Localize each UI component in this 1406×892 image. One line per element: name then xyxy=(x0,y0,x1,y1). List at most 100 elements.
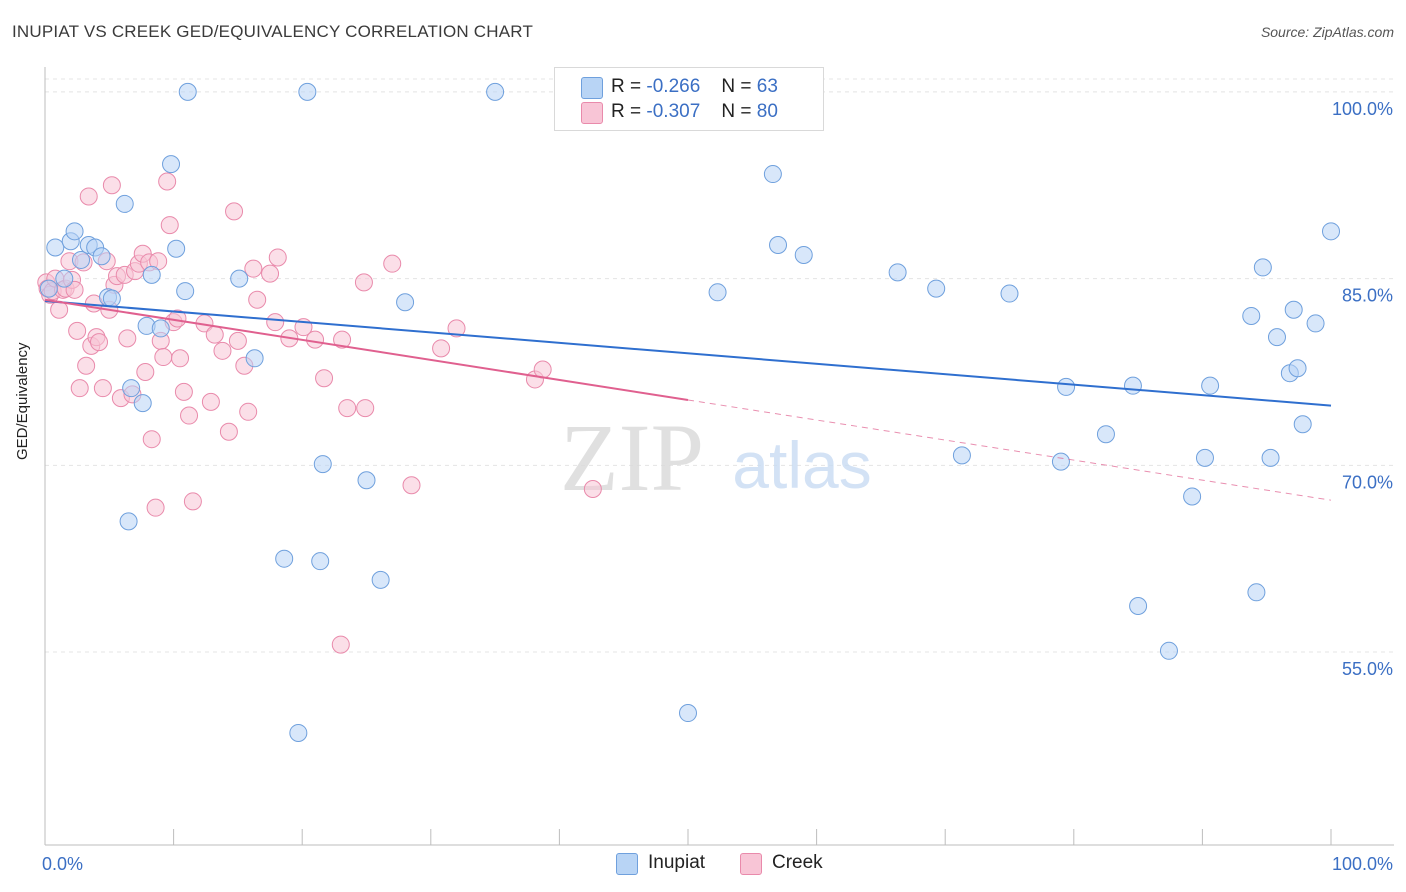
inupiat-point xyxy=(888,263,907,282)
inupiat-point xyxy=(1096,425,1115,444)
inupiat-n-value: 63 xyxy=(756,76,778,97)
inupiat-point xyxy=(72,250,91,269)
inupiat-point xyxy=(1123,376,1142,395)
creek-point xyxy=(70,379,89,398)
inupiat-point xyxy=(133,394,152,413)
inupiat-point xyxy=(1253,258,1272,277)
inupiat-point xyxy=(39,279,58,298)
inupiat-point xyxy=(1306,314,1325,333)
legend-creek-text: R = -0.307 N = 80 xyxy=(611,101,778,123)
inupiat-point xyxy=(357,471,376,490)
inupiat-point xyxy=(178,82,197,101)
inupiat-legend-label: Inupiat xyxy=(648,852,706,873)
creek-point xyxy=(183,492,202,511)
inupiat-point xyxy=(371,570,390,589)
inupiat-point xyxy=(1201,376,1220,395)
creek-point xyxy=(261,264,280,283)
inupiat-point xyxy=(1261,448,1280,467)
creek-point xyxy=(583,479,602,498)
watermark-zip: ZIP xyxy=(560,404,704,511)
inupiat-point xyxy=(176,282,195,301)
creek-trend-line xyxy=(44,298,689,401)
inupiat-point xyxy=(1267,328,1286,347)
inupiat-swatch xyxy=(581,77,603,99)
inupiat-point xyxy=(122,379,141,398)
creek-point xyxy=(146,498,165,517)
creek-swatch xyxy=(581,102,603,124)
inupiat-point xyxy=(92,247,111,266)
data-points xyxy=(37,82,1340,742)
creek-legend-label: Creek xyxy=(772,852,823,873)
creek-point xyxy=(79,187,98,206)
creek-trend-extension xyxy=(687,399,1332,501)
inupiat-point xyxy=(245,349,264,368)
creek-point xyxy=(244,259,263,278)
creek-point xyxy=(142,430,161,449)
creek-point xyxy=(93,379,112,398)
legend-inupiat-text: R = -0.266 N = 63 xyxy=(611,76,778,98)
inupiat-point xyxy=(1000,284,1019,303)
creek-point xyxy=(118,329,137,348)
inupiat-point xyxy=(927,279,946,298)
creek-point xyxy=(354,273,373,292)
creek-point xyxy=(213,341,232,360)
chart-title: INUPIAT VS CREEK GED/EQUIVALENCY CORRELA… xyxy=(12,22,534,41)
creek-point xyxy=(331,635,350,654)
creek-point xyxy=(248,290,267,309)
creek-point xyxy=(402,476,421,495)
inupiat-point xyxy=(119,512,138,531)
creek-point xyxy=(432,339,451,358)
inupiat-point xyxy=(1129,596,1148,615)
inupiat-point xyxy=(151,319,170,338)
inupiat-point xyxy=(952,446,971,465)
inupiat-point xyxy=(115,194,134,213)
creek-point xyxy=(219,422,238,441)
inupiat-point xyxy=(313,455,332,474)
creek-point xyxy=(228,331,247,350)
creek-point xyxy=(154,348,173,367)
inupiat-point xyxy=(1051,452,1070,471)
inupiat-point xyxy=(486,82,505,101)
x-tick-label-min: 0.0% xyxy=(42,854,83,874)
inupiat-point xyxy=(46,238,65,257)
creek-point xyxy=(266,313,285,332)
creek-r-value: -0.307 xyxy=(646,101,701,122)
inupiat-point xyxy=(708,283,727,302)
creek-point xyxy=(239,402,258,421)
inupiat-point xyxy=(396,293,415,312)
inupiat-point xyxy=(1159,641,1178,660)
watermark: ZIP atlas xyxy=(560,404,872,511)
creek-point xyxy=(225,202,244,221)
watermark-atlas: atlas xyxy=(732,428,871,502)
creek-point xyxy=(447,319,466,338)
inupiat-point xyxy=(1195,448,1214,467)
inupiat-point xyxy=(1247,583,1266,602)
creek-point xyxy=(136,362,155,381)
inupiat-point xyxy=(311,552,330,571)
inupiat-point xyxy=(769,236,788,255)
inupiat-point xyxy=(1288,359,1307,378)
creek-point xyxy=(90,333,109,352)
correlation-legend: R = -0.266 N = 63 R = -0.307 N = 80 xyxy=(554,67,824,131)
axes xyxy=(44,67,1394,846)
y-tick-label: 100.0% xyxy=(1332,99,1393,119)
creek-point xyxy=(205,325,224,344)
inupiat-legend-swatch xyxy=(616,853,638,875)
inupiat-point xyxy=(1183,487,1202,506)
creek-point xyxy=(315,369,334,388)
inupiat-point xyxy=(1284,300,1303,319)
r-label: R = xyxy=(611,101,642,122)
y-tick-label: 70.0% xyxy=(1342,472,1393,492)
creek-point xyxy=(333,330,352,349)
source-label: Source: ZipAtlas.com xyxy=(1260,24,1394,40)
inupiat-point xyxy=(102,289,121,308)
inupiat-point xyxy=(142,265,161,284)
creek-point xyxy=(338,399,357,418)
y-axis-label: GED/Equivalency xyxy=(14,342,31,460)
creek-point xyxy=(180,406,199,425)
inupiat-point xyxy=(289,723,308,742)
creek-point xyxy=(356,399,375,418)
inupiat-point xyxy=(1322,222,1340,241)
creek-point xyxy=(65,280,84,299)
